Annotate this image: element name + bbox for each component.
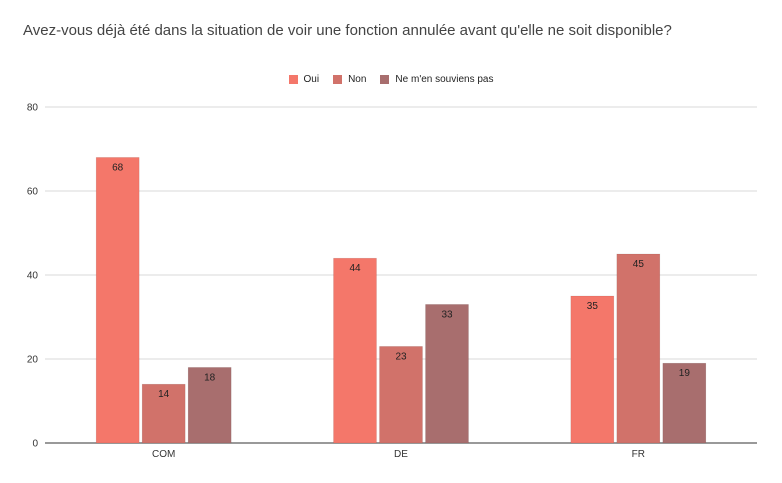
legend-item-oui: Oui bbox=[288, 74, 320, 85]
bar-com-non bbox=[141, 383, 186, 444]
data-label-fr-oui: 35 bbox=[587, 301, 599, 312]
chart-title: Avez-vous déjà été dans la situation de … bbox=[23, 22, 672, 39]
data-label-de-non: 23 bbox=[395, 351, 407, 362]
legend-label-oui: Oui bbox=[303, 74, 320, 85]
data-label-de-oui: 44 bbox=[349, 263, 361, 274]
legend-label-non: Non bbox=[348, 74, 367, 85]
x-tick-label-fr: FR bbox=[632, 449, 645, 460]
x-tick-label-com: COM bbox=[152, 449, 175, 460]
y-tick-label-40: 40 bbox=[27, 271, 39, 282]
bar-de-non bbox=[379, 346, 423, 444]
bar-de-ne-m-en-souviens-pas bbox=[425, 304, 469, 444]
x-tick-label-de: DE bbox=[394, 449, 408, 460]
y-tick-label-80: 80 bbox=[27, 103, 39, 114]
y-tick-label-20: 20 bbox=[27, 355, 39, 366]
bar-com-oui bbox=[95, 157, 140, 444]
bar-fr-oui bbox=[570, 295, 615, 444]
bar-fr-non bbox=[616, 253, 661, 444]
legend: Oui Non Ne m'en souviens pas bbox=[0, 74, 782, 85]
y-tick-label-60: 60 bbox=[27, 187, 39, 198]
legend-swatch-oui bbox=[288, 75, 298, 84]
bar-fr-ne-m-en-souviens-pas bbox=[662, 362, 707, 444]
y-tick-label-0: 0 bbox=[32, 439, 38, 450]
bar-com-ne-m-en-souviens-pas bbox=[187, 367, 232, 444]
data-label-fr-non: 45 bbox=[633, 259, 645, 270]
data-label-fr-ne-m-en-souviens-pas: 19 bbox=[679, 368, 691, 379]
legend-item-non: Non bbox=[333, 74, 366, 85]
legend-swatch-non bbox=[333, 75, 343, 84]
data-label-com-non: 14 bbox=[158, 389, 170, 400]
data-label-com-oui: 68 bbox=[112, 162, 124, 173]
legend-swatch-ne-m-en-souviens-pas bbox=[380, 75, 390, 84]
data-label-com-ne-m-en-souviens-pas: 18 bbox=[204, 372, 216, 383]
legend-item-ne-m-en-souviens-pas: Ne m'en souviens pas bbox=[380, 74, 494, 85]
data-label-de-ne-m-en-souviens-pas: 33 bbox=[441, 309, 453, 320]
bar-de-oui bbox=[333, 257, 377, 444]
legend-label-ne-m-en-souviens-pas: Ne m'en souviens pas bbox=[395, 74, 494, 85]
